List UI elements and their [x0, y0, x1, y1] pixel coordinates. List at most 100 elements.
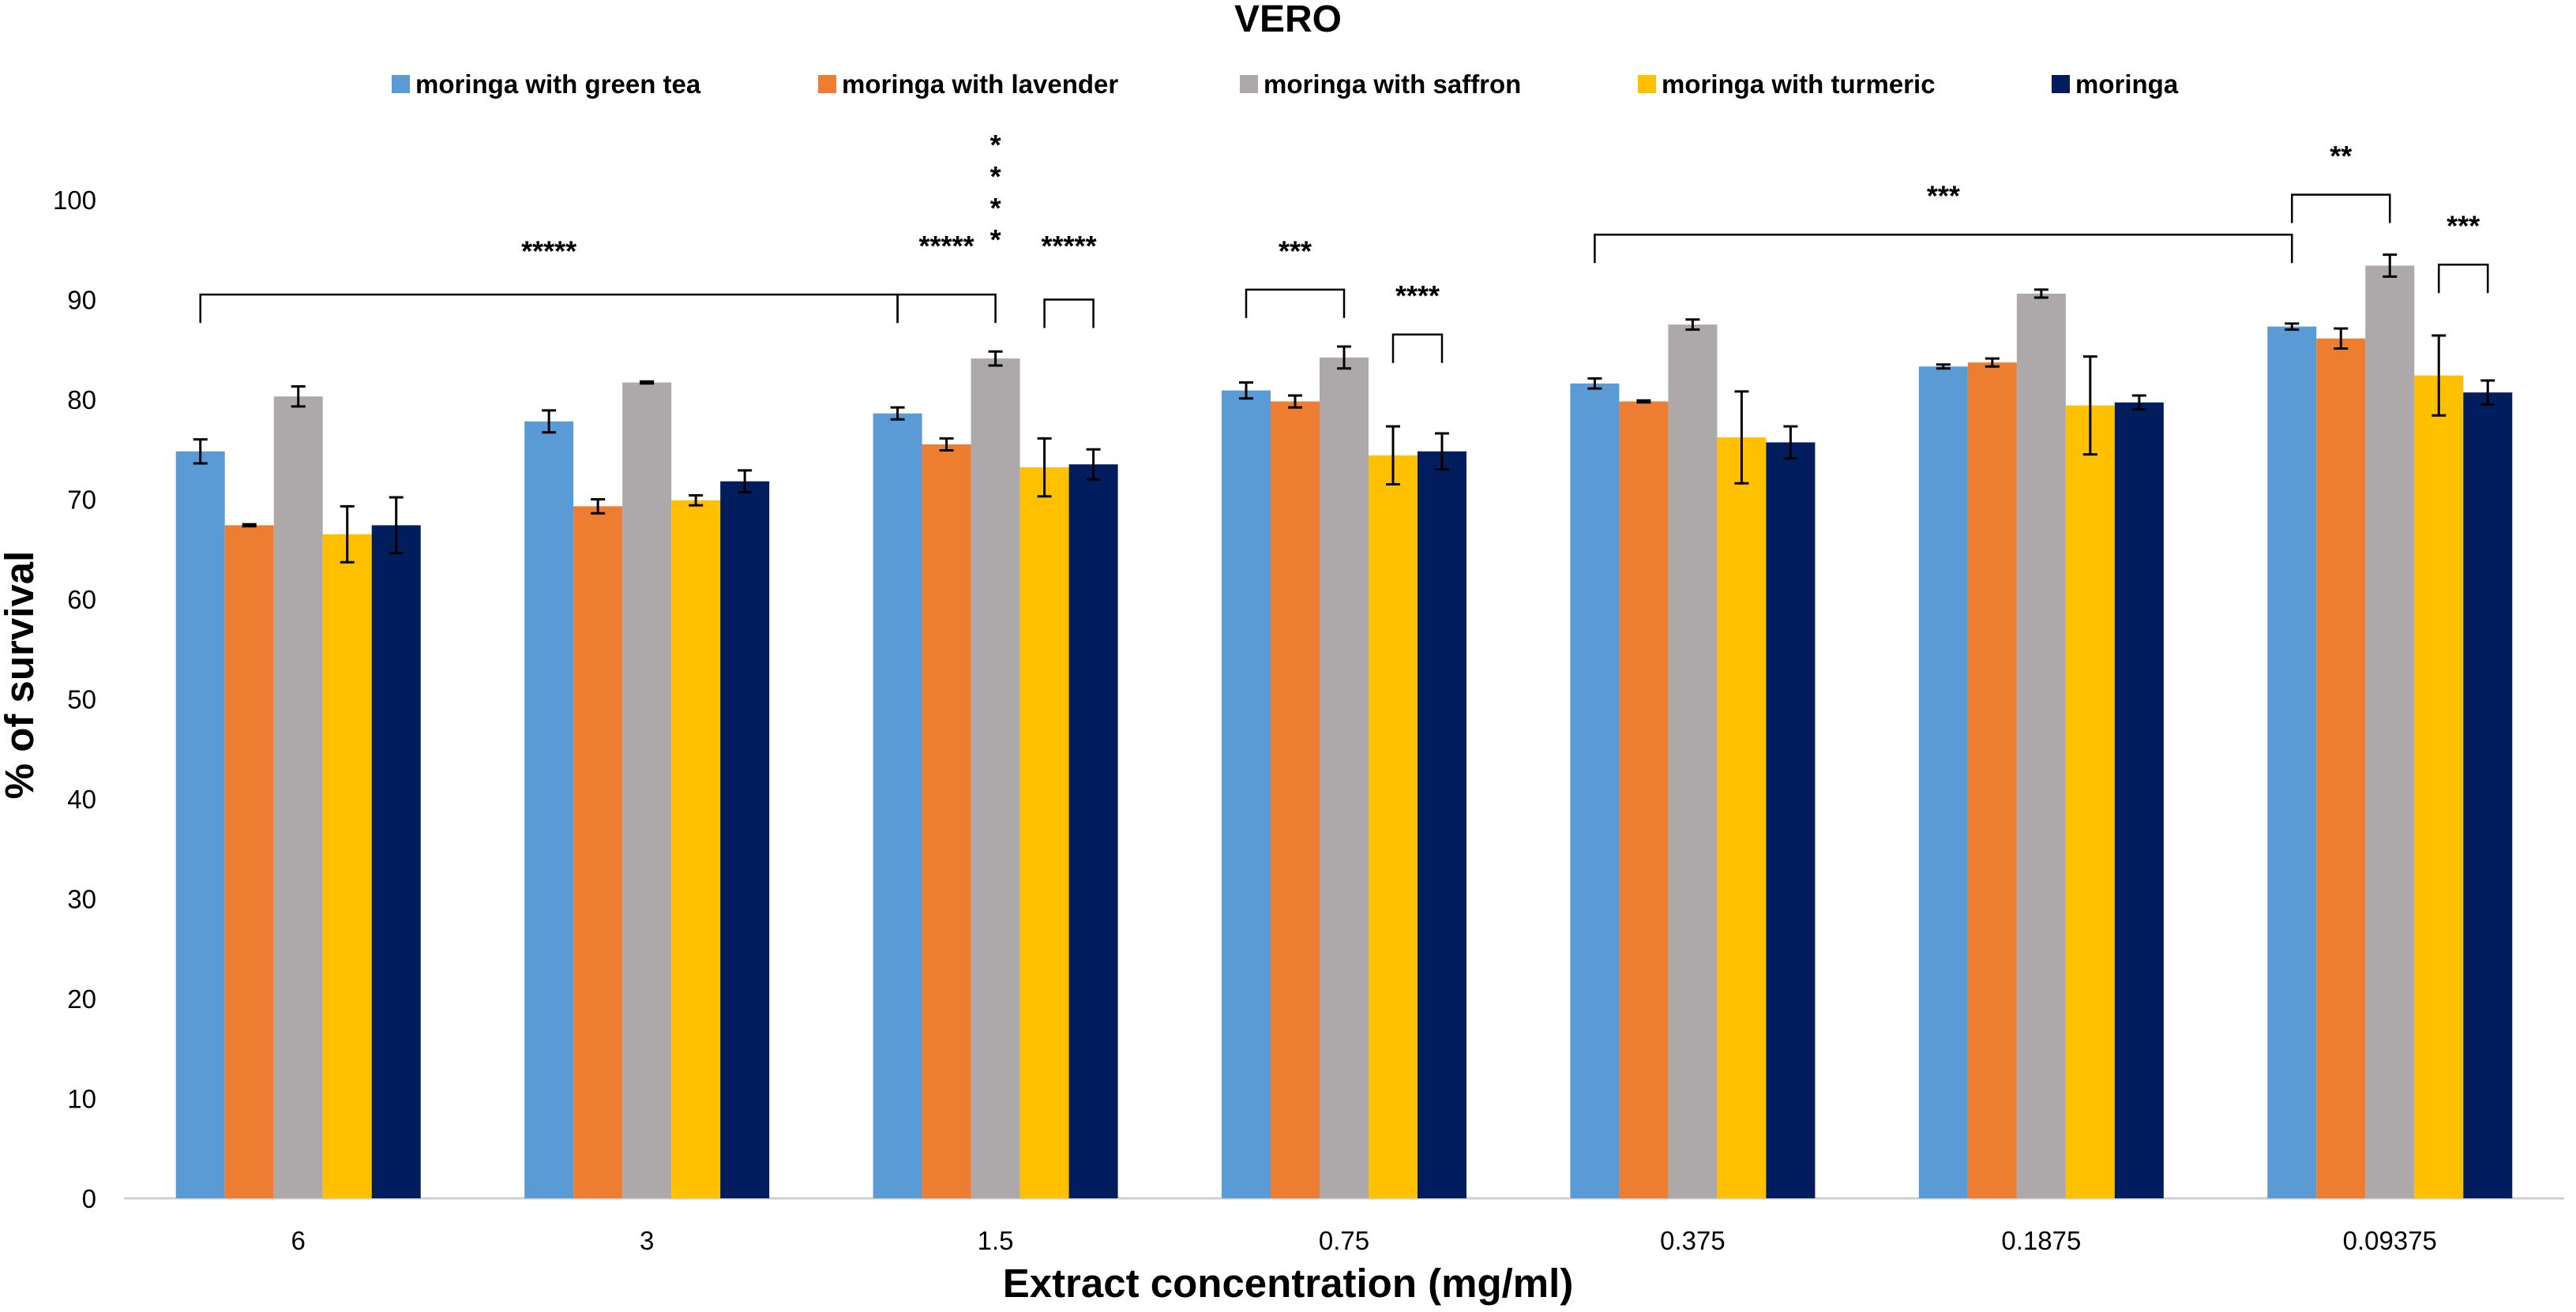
x-tick-label: 0.375 [1660, 1226, 1725, 1255]
bar [2365, 265, 2415, 1198]
error-bar [1985, 357, 2000, 368]
significance-label: **** [990, 129, 1001, 256]
error-bar [291, 385, 306, 408]
error-bar [1386, 425, 1400, 486]
error-bar [1239, 380, 1253, 400]
legend-label: moringa [2075, 69, 2179, 99]
error-bar [1288, 394, 1302, 409]
bar [1918, 366, 1968, 1198]
bar [1068, 464, 1118, 1198]
x-tick-label: 6 [291, 1226, 306, 1255]
bar [1668, 324, 1718, 1198]
bar [1717, 437, 1767, 1198]
bars [175, 265, 2513, 1199]
y-axis-label: % of survival [0, 551, 42, 800]
error-bar [340, 504, 355, 564]
significance-bracket [896, 293, 997, 324]
bar [971, 358, 1020, 1198]
legend-swatch [1240, 75, 1258, 93]
significance-label: ***** [919, 230, 974, 262]
error-bar [1086, 448, 1101, 481]
significance-bracket [1391, 333, 1444, 363]
y-tick-label: 30 [67, 885, 96, 914]
bar [2267, 326, 2317, 1198]
bar [1369, 455, 1418, 1198]
bar [1271, 401, 1320, 1198]
y-tick-label: 50 [67, 685, 96, 714]
error-bar [890, 406, 905, 421]
bar [1619, 401, 1669, 1198]
x-axis: 6 3 1.5 0.75 0.375 0.1875 0.09375 [124, 1197, 2564, 1255]
error-bar [2431, 334, 2446, 417]
x-tick-label: 0.75 [1319, 1226, 1369, 1255]
bar [622, 382, 672, 1198]
error-bar [1337, 345, 1351, 370]
bar [273, 396, 323, 1199]
bar [1570, 383, 1620, 1198]
y-tick-label: 60 [67, 585, 96, 614]
y-axis: 0 10 20 30 40 50 60 70 80 90 100 [53, 186, 96, 1213]
significance-bracket [2438, 263, 2489, 294]
bar [524, 421, 574, 1198]
error-bar [939, 437, 954, 452]
error-bar [1037, 437, 1052, 498]
significance-label: ***** [1042, 230, 1097, 262]
error-bar [1435, 432, 1449, 471]
x-tick-label: 3 [640, 1226, 654, 1255]
bar [2114, 402, 2164, 1198]
bar [671, 500, 721, 1198]
significance-annotations: ***** ***** ****** * * * *************** [199, 129, 2489, 363]
bar [922, 444, 971, 1198]
bar [322, 534, 372, 1198]
legend-label: moringa with saffron [1264, 69, 1521, 99]
legend-item: moringa with turmeric [1638, 69, 1936, 99]
legend-swatch [2052, 75, 2070, 93]
bar [2414, 375, 2464, 1198]
error-bar [2383, 253, 2398, 278]
bar [2016, 293, 2066, 1198]
error-bar [2082, 355, 2097, 456]
error-bar [2033, 288, 2048, 299]
y-tick-label: 10 [67, 1085, 96, 1114]
x-axis-label: Extract concentration (mg/ml) [1003, 1261, 1574, 1306]
significance-bracket [1043, 298, 1095, 328]
error-bar [542, 409, 557, 434]
y-tick-label: 0 [82, 1184, 96, 1213]
significance-bracket [2291, 193, 2391, 223]
legend-label: moringa with green tea [415, 69, 701, 99]
significance-label: *** [1927, 180, 1960, 212]
error-bar [1734, 390, 1749, 485]
error-bar [1636, 399, 1651, 404]
y-tick-label: 20 [67, 984, 96, 1014]
error-bar [2480, 379, 2495, 406]
y-tick-label: 80 [67, 385, 96, 414]
legend-item: moringa with lavender [818, 69, 1118, 99]
bar [1222, 390, 1271, 1198]
error-bar [2334, 327, 2349, 350]
error-bar [738, 469, 753, 494]
legend-swatch [818, 75, 836, 93]
error-bars [193, 253, 2495, 564]
error-bar [193, 438, 208, 465]
legend-item: moringa with saffron [1240, 69, 1521, 99]
error-bar [1587, 377, 1602, 390]
y-tick-label: 100 [53, 186, 96, 215]
legend: moringa with green tea moringa with laven… [392, 69, 2179, 99]
error-bar [389, 496, 404, 555]
chart-title: VERO [1234, 0, 1342, 40]
legend-swatch [1638, 75, 1656, 93]
bar [573, 506, 623, 1198]
legend-item: moringa with green tea [392, 69, 701, 99]
error-bar [591, 498, 606, 515]
bar [2316, 338, 2366, 1199]
significance-bracket [1594, 234, 2293, 264]
legend-label: moringa with turmeric [1662, 69, 1936, 99]
bar [873, 413, 922, 1198]
significance-bracket [199, 293, 899, 324]
bar [2065, 405, 2115, 1198]
significance-label: ***** [521, 234, 576, 267]
error-bar [2285, 322, 2300, 331]
y-tick-label: 70 [67, 485, 96, 515]
bar [1020, 467, 1069, 1198]
